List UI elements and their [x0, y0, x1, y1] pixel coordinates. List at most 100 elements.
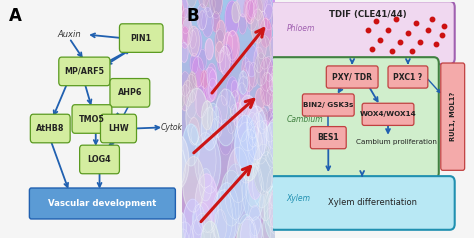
Text: PXY/ TDR: PXY/ TDR — [332, 73, 372, 82]
Circle shape — [201, 221, 219, 238]
Circle shape — [269, 74, 276, 91]
Bar — [182, 159, 275, 167]
Text: PXC1 ?: PXC1 ? — [393, 73, 422, 82]
Circle shape — [270, 211, 285, 238]
Circle shape — [254, 47, 264, 72]
Circle shape — [183, 80, 193, 106]
Circle shape — [172, 0, 184, 31]
Circle shape — [251, 9, 264, 43]
Bar — [182, 55, 275, 64]
Circle shape — [215, 183, 239, 238]
Circle shape — [264, 122, 282, 168]
Circle shape — [249, 104, 257, 124]
Circle shape — [260, 191, 271, 221]
Circle shape — [202, 7, 213, 37]
Circle shape — [219, 46, 230, 74]
Circle shape — [257, 35, 266, 59]
Circle shape — [186, 74, 197, 102]
Circle shape — [237, 0, 250, 17]
Circle shape — [266, 66, 277, 95]
Circle shape — [201, 101, 213, 130]
Circle shape — [239, 129, 259, 181]
Circle shape — [200, 169, 212, 201]
Circle shape — [262, 73, 274, 105]
Bar — [182, 87, 275, 95]
Circle shape — [243, 165, 264, 220]
Circle shape — [180, 72, 190, 96]
Circle shape — [264, 56, 274, 81]
Circle shape — [195, 174, 218, 232]
Circle shape — [247, 127, 263, 165]
FancyBboxPatch shape — [310, 127, 346, 149]
Circle shape — [231, 80, 238, 98]
Circle shape — [192, 57, 204, 87]
Circle shape — [246, 0, 258, 30]
Circle shape — [193, 203, 211, 238]
Circle shape — [174, 8, 181, 26]
Circle shape — [237, 114, 248, 141]
Circle shape — [205, 39, 213, 60]
Circle shape — [255, 53, 267, 86]
Bar — [182, 32, 275, 40]
Bar — [182, 198, 275, 206]
Circle shape — [192, 204, 205, 235]
Circle shape — [197, 4, 207, 30]
Circle shape — [219, 119, 233, 155]
Circle shape — [175, 222, 194, 238]
Circle shape — [269, 111, 279, 138]
Circle shape — [195, 133, 216, 188]
Circle shape — [215, 29, 225, 53]
Text: RUL1, MOL1?: RUL1, MOL1? — [450, 92, 456, 141]
Circle shape — [246, 45, 258, 77]
Circle shape — [270, 36, 278, 59]
Circle shape — [269, 90, 280, 117]
Circle shape — [189, 72, 196, 89]
Bar — [182, 48, 275, 55]
Circle shape — [246, 0, 255, 24]
Circle shape — [230, 91, 240, 118]
FancyBboxPatch shape — [388, 66, 428, 88]
Text: TMO5: TMO5 — [79, 114, 105, 124]
Bar — [182, 206, 275, 214]
Text: BES1: BES1 — [318, 133, 339, 142]
Circle shape — [233, 103, 243, 127]
Circle shape — [221, 89, 228, 105]
Circle shape — [180, 0, 188, 18]
Bar — [182, 143, 275, 151]
Circle shape — [248, 121, 258, 147]
Circle shape — [216, 96, 228, 124]
Bar — [182, 167, 275, 174]
Circle shape — [247, 105, 260, 138]
Bar — [182, 190, 275, 198]
Circle shape — [226, 77, 239, 109]
Circle shape — [252, 121, 269, 164]
Bar — [182, 174, 275, 183]
Circle shape — [264, 4, 274, 30]
Circle shape — [236, 83, 248, 116]
Bar — [182, 8, 275, 16]
FancyBboxPatch shape — [362, 103, 414, 125]
Circle shape — [212, 190, 233, 238]
Circle shape — [264, 111, 276, 142]
FancyBboxPatch shape — [100, 114, 137, 143]
Bar — [182, 127, 275, 135]
Circle shape — [220, 45, 233, 77]
Text: B: B — [186, 7, 199, 25]
Circle shape — [237, 95, 259, 151]
Text: Cambium: Cambium — [286, 114, 323, 124]
Circle shape — [205, 0, 215, 17]
Circle shape — [209, 78, 217, 101]
Circle shape — [174, 212, 186, 238]
Circle shape — [247, 113, 257, 139]
Circle shape — [199, 49, 207, 70]
Circle shape — [246, 106, 267, 160]
Circle shape — [245, 166, 261, 207]
Circle shape — [259, 11, 267, 34]
Circle shape — [244, 0, 254, 22]
Circle shape — [238, 14, 246, 34]
Circle shape — [180, 42, 188, 62]
Circle shape — [243, 61, 255, 91]
Circle shape — [237, 76, 250, 107]
Circle shape — [259, 152, 274, 193]
Circle shape — [252, 158, 272, 208]
